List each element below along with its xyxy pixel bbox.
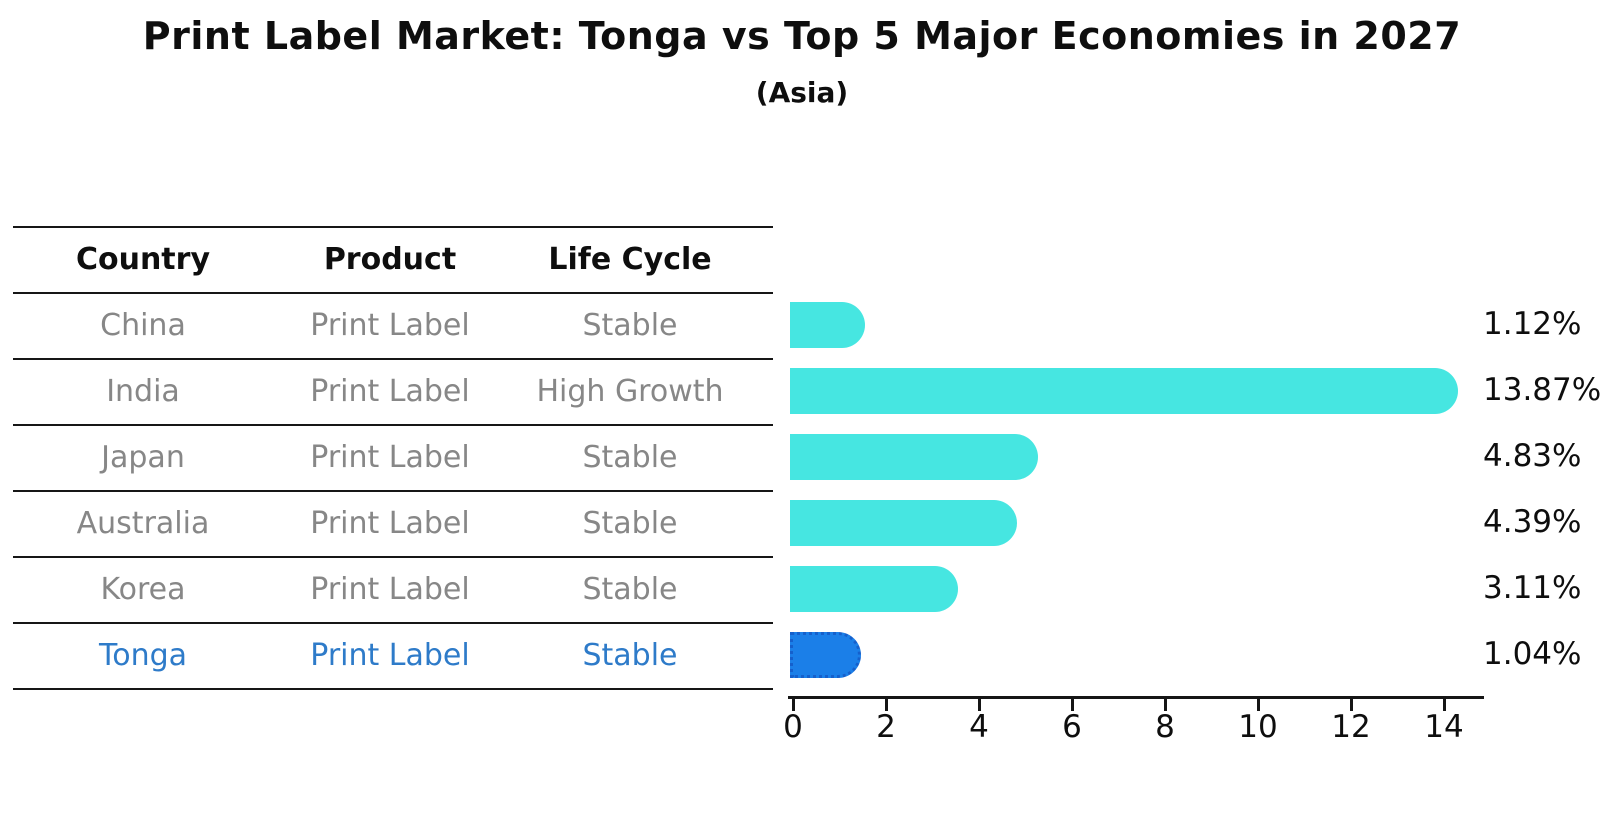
cell-life-cycle: Stable [582, 637, 678, 673]
chart-subtitle: (Asia) [755, 76, 849, 109]
bar [790, 566, 958, 612]
cell-life-cycle: Stable [582, 505, 678, 541]
bar [790, 500, 1017, 546]
cell-product: Print Label [310, 439, 470, 475]
bar-value-label: 1.12% [1483, 306, 1582, 342]
cell-life-cycle: Stable [582, 571, 678, 607]
column-header-product: Product [323, 241, 457, 277]
table-separator-line [13, 622, 773, 624]
x-axis-tick [884, 699, 888, 711]
cell-product: Print Label [310, 637, 470, 673]
column-header-country: Country [75, 241, 211, 277]
table-separator-line [13, 226, 773, 228]
x-axis-tick-label: 14 [1424, 709, 1464, 745]
bar-value-label: 4.39% [1483, 504, 1582, 540]
x-axis-line [788, 696, 1484, 699]
table-row: Japan Print Label Stable [13, 424, 773, 490]
x-axis-tick [1442, 699, 1446, 711]
bar-value-label: 4.83% [1483, 438, 1582, 474]
x-axis-tick [977, 699, 981, 711]
cell-life-cycle: High Growth [536, 373, 724, 409]
cell-country: Japan [101, 439, 185, 475]
x-axis-tick-label: 4 [969, 709, 989, 745]
cell-country: Australia [76, 505, 210, 541]
table-separator-line [13, 490, 773, 492]
cell-product: Print Label [310, 373, 470, 409]
x-axis-tick [1070, 699, 1074, 711]
x-axis-tick-label: 2 [876, 709, 896, 745]
cell-life-cycle: Stable [582, 439, 678, 475]
x-axis-tick-label: 12 [1331, 709, 1371, 745]
cell-country: Korea [100, 571, 186, 607]
bar [790, 302, 865, 348]
table-row: Tonga Print Label Stable [13, 622, 773, 688]
cell-product: Print Label [310, 307, 470, 343]
table-row: Australia Print Label Stable [13, 490, 773, 556]
x-axis-tick-label: 6 [1062, 709, 1082, 745]
cell-product: Print Label [310, 571, 470, 607]
table-separator-line [13, 424, 773, 426]
table-row: China Print Label Stable [13, 292, 773, 358]
bar-value-label: 1.04% [1483, 636, 1582, 672]
cell-country: China [100, 307, 186, 343]
table-separator-line [13, 358, 773, 360]
x-axis-tick [1256, 699, 1260, 711]
x-axis-tick [1349, 699, 1353, 711]
cell-life-cycle: Stable [582, 307, 678, 343]
table-row: Korea Print Label Stable [13, 556, 773, 622]
column-header-life-cycle: Life Cycle [548, 241, 712, 277]
bar-value-label: 3.11% [1483, 570, 1582, 606]
bar-value-label: 13.87% [1483, 372, 1602, 408]
table-separator-line [13, 292, 773, 294]
cell-country: Tonga [98, 637, 188, 673]
table-row: India Print Label High Growth [13, 358, 773, 424]
table-separator-line [13, 556, 773, 558]
cell-product: Print Label [310, 505, 470, 541]
x-axis-tick [791, 699, 795, 711]
cell-country: India [106, 373, 180, 409]
x-axis-tick-label: 10 [1238, 709, 1278, 745]
table-separator-line [13, 688, 773, 690]
table-header-row: Country Product Life Cycle [13, 226, 773, 292]
x-axis-tick-label: 8 [1155, 709, 1175, 745]
chart-title: Print Label Market: Tonga vs Top 5 Major… [142, 14, 1462, 58]
bar-highlight-tonga [790, 632, 861, 678]
x-axis-tick [1163, 699, 1167, 711]
bar [790, 434, 1038, 480]
bar [790, 368, 1458, 414]
x-axis-tick-label: 0 [783, 709, 803, 745]
